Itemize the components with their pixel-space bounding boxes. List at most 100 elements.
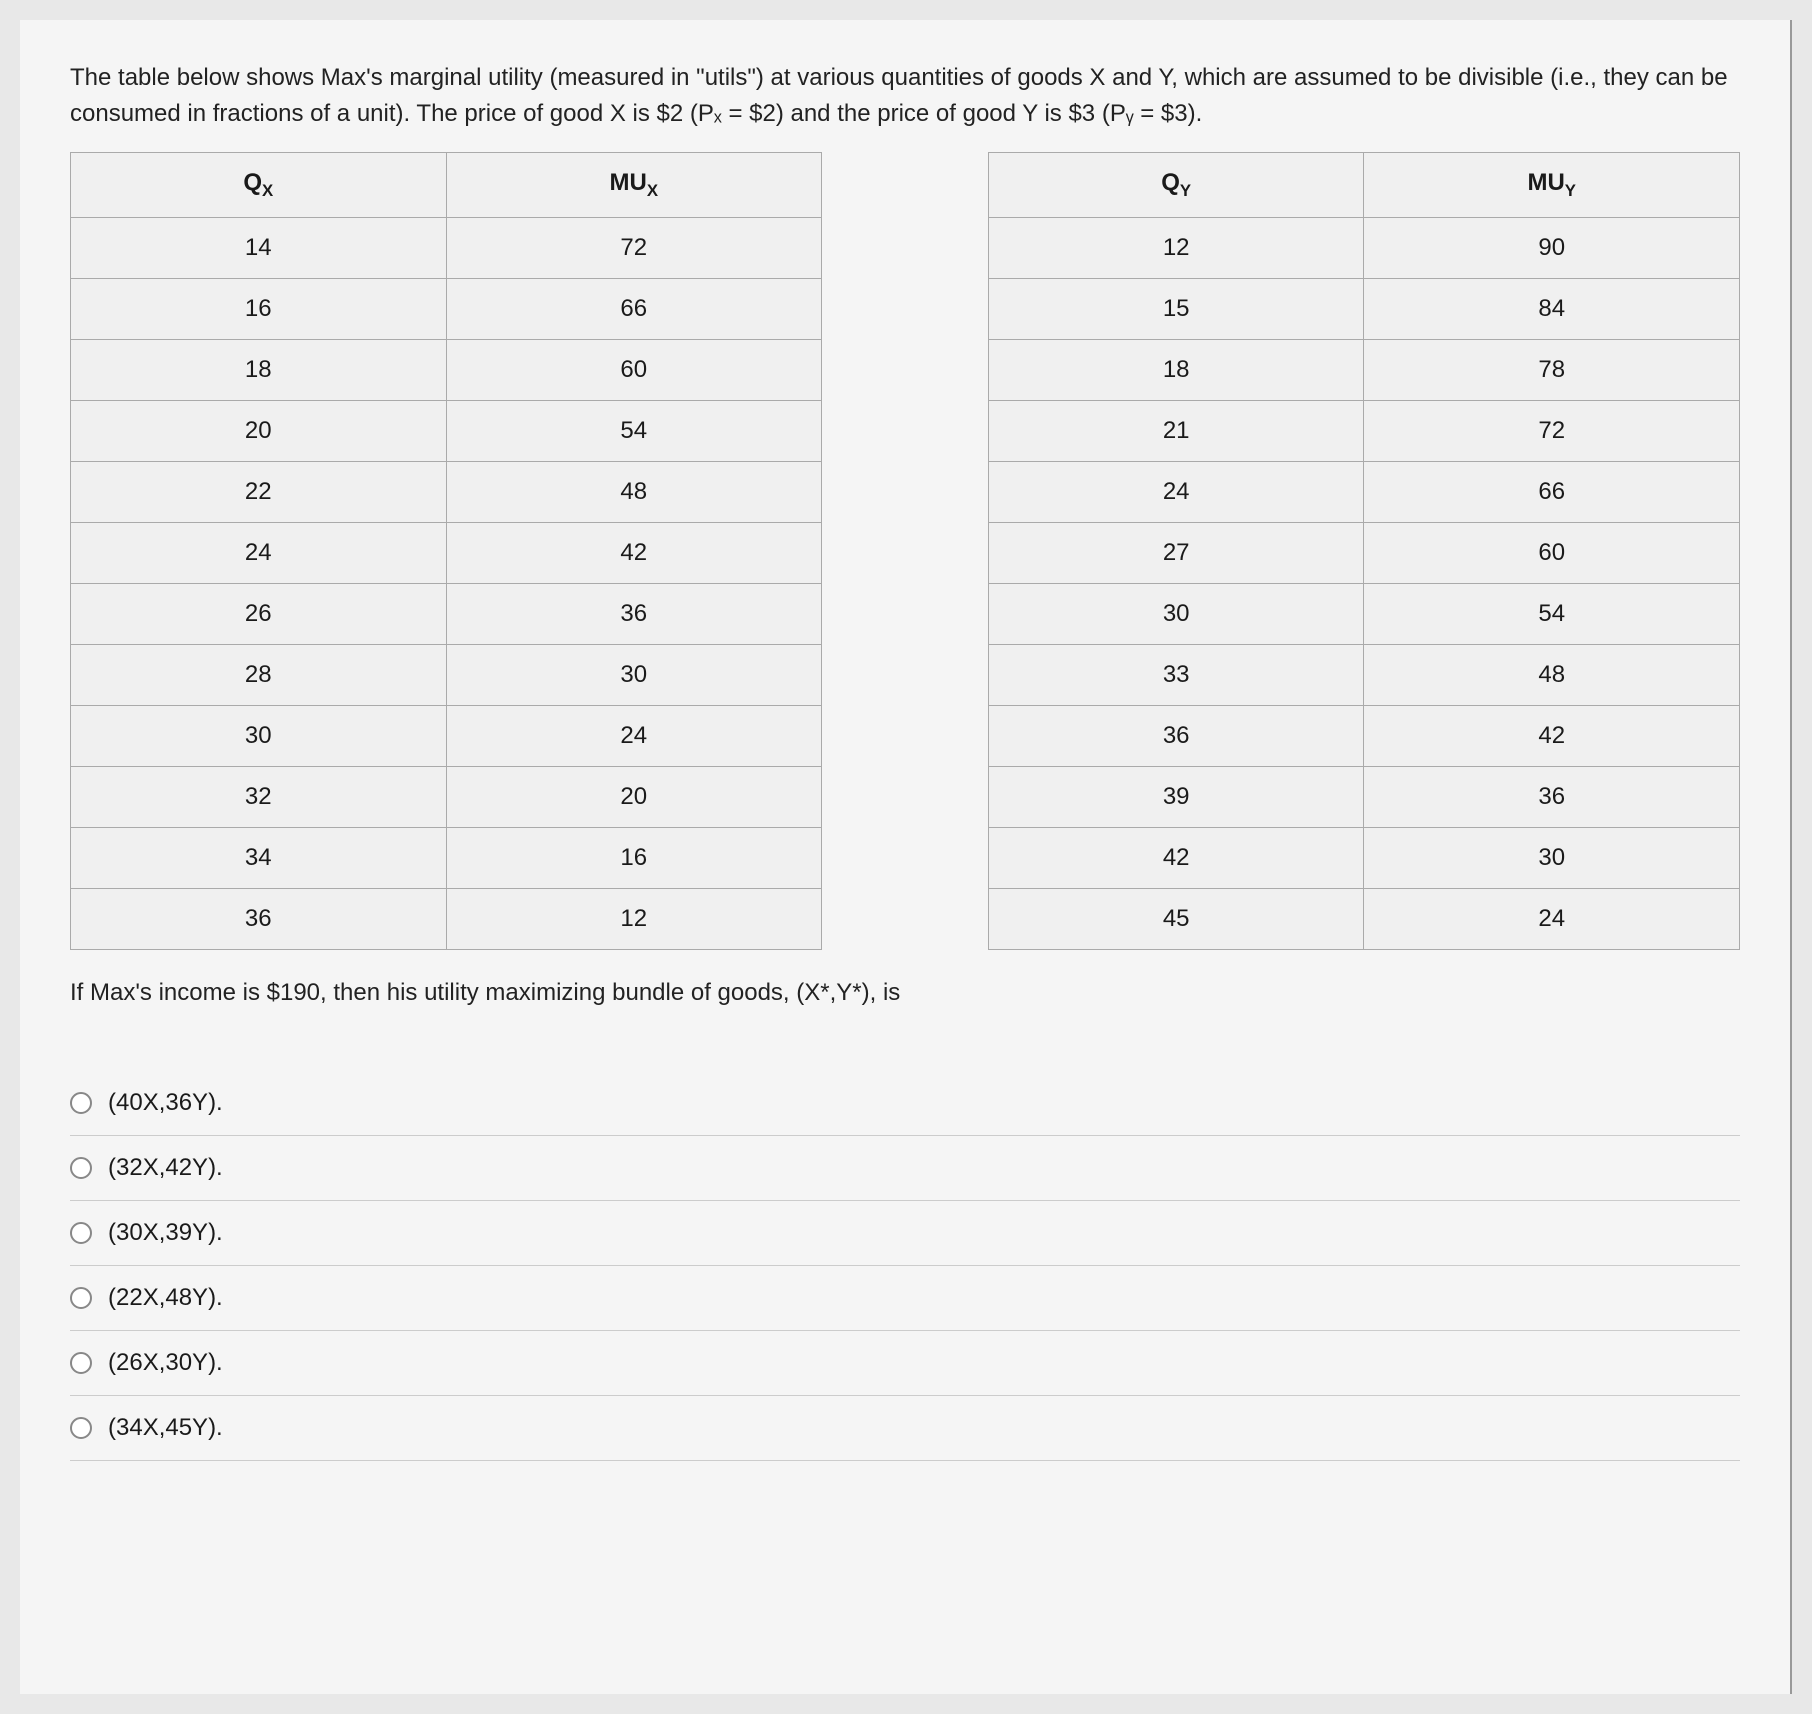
cell-spacer <box>822 522 989 583</box>
cell-qy: 12 <box>988 217 1364 278</box>
answer-option[interactable]: (40X,36Y). <box>70 1071 1740 1136</box>
cell-qy: 33 <box>988 644 1364 705</box>
option-label: (32X,42Y). <box>108 1154 223 1182</box>
option-label: (30X,39Y). <box>108 1219 223 1247</box>
option-label: (40X,36Y). <box>108 1089 223 1117</box>
cell-spacer <box>822 766 989 827</box>
cell-mux: 42 <box>446 522 822 583</box>
cell-muy: 36 <box>1364 766 1740 827</box>
cell-spacer <box>822 217 989 278</box>
cell-qx: 26 <box>71 583 447 644</box>
table-row: 2636 3054 <box>71 583 1740 644</box>
cell-muy: 78 <box>1364 339 1740 400</box>
cell-mux: 24 <box>446 705 822 766</box>
cell-qx: 24 <box>71 522 447 583</box>
cell-qx: 14 <box>71 217 447 278</box>
table-row: 3416 4230 <box>71 827 1740 888</box>
cell-qy: 42 <box>988 827 1364 888</box>
answer-option[interactable]: (22X,48Y). <box>70 1266 1740 1331</box>
cell-qy: 39 <box>988 766 1364 827</box>
cell-spacer <box>822 583 989 644</box>
options-list: (40X,36Y). (32X,42Y). (30X,39Y). (22X,48Y).… <box>70 1071 1740 1461</box>
radio-icon[interactable] <box>70 1287 92 1309</box>
cell-qy: 18 <box>988 339 1364 400</box>
option-label: (34X,45Y). <box>108 1414 223 1442</box>
header-qy: QY <box>988 153 1364 218</box>
cell-qy: 27 <box>988 522 1364 583</box>
table-row: 3612 4524 <box>71 888 1740 949</box>
option-label: (22X,48Y). <box>108 1284 223 1312</box>
cell-mux: 30 <box>446 644 822 705</box>
cell-spacer <box>822 400 989 461</box>
cell-spacer <box>822 888 989 949</box>
radio-icon[interactable] <box>70 1352 92 1374</box>
table-row: 3220 3936 <box>71 766 1740 827</box>
cell-muy: 54 <box>1364 583 1740 644</box>
cell-qx: 28 <box>71 644 447 705</box>
cell-spacer <box>822 827 989 888</box>
answer-option[interactable]: (34X,45Y). <box>70 1396 1740 1461</box>
radio-icon[interactable] <box>70 1092 92 1114</box>
radio-icon[interactable] <box>70 1157 92 1179</box>
mu-table: QX MUX QY MUY 14721290166615841860187820… <box>70 152 1740 950</box>
table-row: 16661584 <box>71 278 1740 339</box>
cell-qx: 30 <box>71 705 447 766</box>
cell-spacer <box>822 461 989 522</box>
cell-muy: 48 <box>1364 644 1740 705</box>
cell-muy: 60 <box>1364 522 1740 583</box>
table-header-row: QX MUX QY MUY <box>71 153 1740 218</box>
cell-spacer <box>822 705 989 766</box>
cell-mux: 36 <box>446 583 822 644</box>
cell-mux: 66 <box>446 278 822 339</box>
table-row: 18601878 <box>71 339 1740 400</box>
header-qx: QX <box>71 153 447 218</box>
cell-qy: 30 <box>988 583 1364 644</box>
table-row: 2054 2172 <box>71 400 1740 461</box>
cell-qx: 18 <box>71 339 447 400</box>
cell-muy: 66 <box>1364 461 1740 522</box>
header-muy: MUY <box>1364 153 1740 218</box>
answer-option[interactable]: (32X,42Y). <box>70 1136 1740 1201</box>
intro-text: The table below shows Max's marginal uti… <box>70 60 1740 132</box>
cell-mux: 54 <box>446 400 822 461</box>
question-text: If Max's income is $190, then his utilit… <box>70 975 1740 1011</box>
cell-spacer <box>822 644 989 705</box>
header-mux: MUX <box>446 153 822 218</box>
cell-qx: 32 <box>71 766 447 827</box>
cell-mux: 48 <box>446 461 822 522</box>
radio-icon[interactable] <box>70 1417 92 1439</box>
cell-qx: 22 <box>71 461 447 522</box>
cell-muy: 42 <box>1364 705 1740 766</box>
answer-option[interactable]: (30X,39Y). <box>70 1201 1740 1266</box>
cell-qx: 36 <box>71 888 447 949</box>
answer-option[interactable]: (26X,30Y). <box>70 1331 1740 1396</box>
cell-qy: 45 <box>988 888 1364 949</box>
cell-muy: 24 <box>1364 888 1740 949</box>
option-label: (26X,30Y). <box>108 1349 223 1377</box>
radio-icon[interactable] <box>70 1222 92 1244</box>
cell-muy: 90 <box>1364 217 1740 278</box>
cell-qx: 34 <box>71 827 447 888</box>
table-row: 2830 3348 <box>71 644 1740 705</box>
cell-spacer <box>822 278 989 339</box>
cell-muy: 84 <box>1364 278 1740 339</box>
cell-mux: 20 <box>446 766 822 827</box>
cell-muy: 30 <box>1364 827 1740 888</box>
cell-mux: 60 <box>446 339 822 400</box>
cell-qy: 15 <box>988 278 1364 339</box>
cell-qx: 20 <box>71 400 447 461</box>
cell-mux: 72 <box>446 217 822 278</box>
mu-table-wrap: QX MUX QY MUY 14721290166615841860187820… <box>70 152 1740 950</box>
cell-qy: 24 <box>988 461 1364 522</box>
cell-mux: 12 <box>446 888 822 949</box>
cell-qy: 21 <box>988 400 1364 461</box>
question-page: The table below shows Max's marginal uti… <box>20 20 1792 1694</box>
header-spacer <box>822 153 989 218</box>
cell-muy: 72 <box>1364 400 1740 461</box>
table-row: 2248 2466 <box>71 461 1740 522</box>
table-row: 3024 3642 <box>71 705 1740 766</box>
cell-mux: 16 <box>446 827 822 888</box>
cell-spacer <box>822 339 989 400</box>
table-row: 2442 2760 <box>71 522 1740 583</box>
cell-qy: 36 <box>988 705 1364 766</box>
